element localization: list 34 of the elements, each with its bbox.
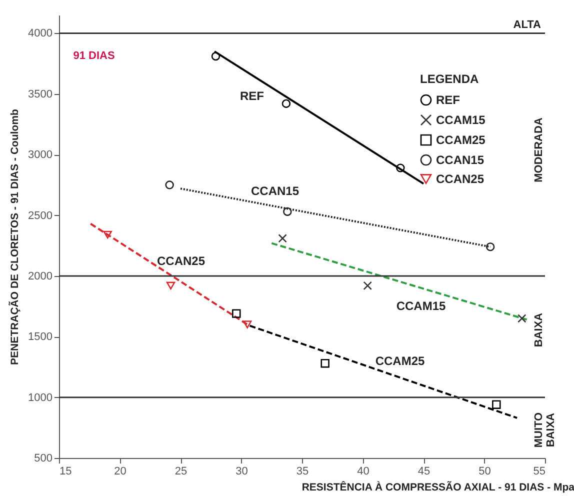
y-tick-label: 2000: [28, 270, 52, 282]
legend-label: CCAN15: [436, 153, 484, 167]
x-tick-label: 50: [478, 466, 491, 478]
annotation: REF: [240, 89, 264, 103]
x-tick-label: 30: [236, 466, 248, 478]
y-tick-label: 4000: [28, 28, 52, 40]
annotation: CCAM15: [396, 299, 446, 313]
annotation: MUITO BAIXA: [533, 412, 557, 448]
legend-label: REF: [436, 93, 460, 107]
y-axis-title: PENETRAÇÃO DE CLORETOS - 91 DIAS - Coulomb: [8, 109, 22, 365]
x-tick-label: 15: [60, 466, 72, 478]
y-tick-label: 500: [34, 452, 52, 464]
legend-label: CCAM15: [436, 113, 486, 127]
annotation: 91 DIAS: [73, 50, 115, 62]
ref-line-label: ALTA: [513, 19, 542, 32]
x-tick-label: 55: [533, 466, 546, 478]
y-tick-label: 3000: [28, 149, 52, 162]
annotation: CCAN25: [156, 254, 206, 268]
x-tick-label: 45: [418, 466, 430, 478]
legend-label: CCAM25: [436, 133, 486, 147]
x-tick-label: 20: [114, 466, 126, 478]
y-tick-label: 1000: [28, 392, 52, 404]
y-tick-label: 2500: [28, 210, 52, 222]
annotation: MODERADA: [533, 118, 545, 182]
x-tick-label: 40: [357, 466, 370, 478]
x-tick-label: 35: [296, 466, 309, 478]
y-tick-label: 3500: [28, 88, 52, 100]
x-tick-label: 25: [174, 466, 188, 478]
y-tick-label: 1500: [28, 331, 52, 344]
legend-title: LEGENDA: [420, 72, 480, 86]
legend-label: CCAN25: [436, 172, 484, 186]
annotation: CCAN15: [250, 184, 300, 198]
annotation: BAIXA: [533, 312, 545, 348]
annotation: CCAM25: [375, 354, 425, 368]
